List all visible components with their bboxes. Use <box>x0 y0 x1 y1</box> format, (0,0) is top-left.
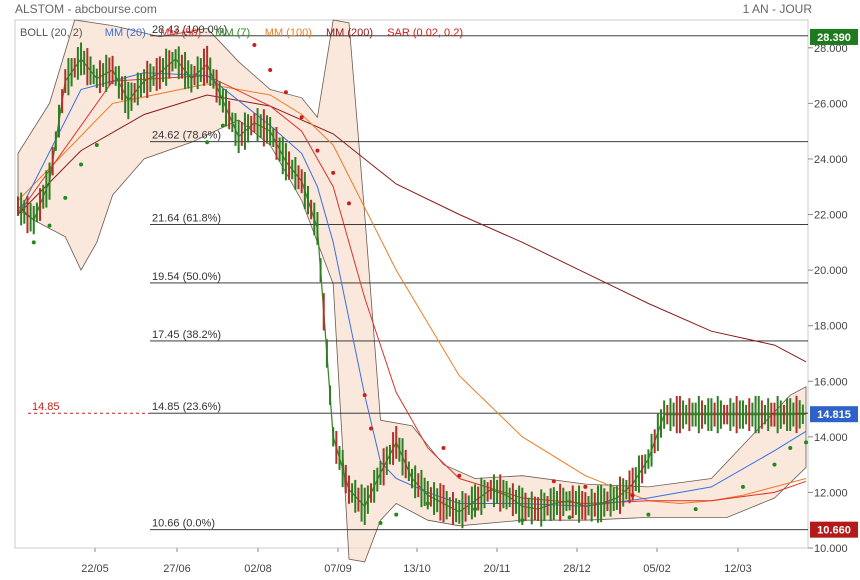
legend-item: MM (100) <box>265 27 312 39</box>
sar-dot <box>220 123 225 128</box>
y-tick-label: 22.000 <box>814 210 848 222</box>
y-tick-label: 28.000 <box>814 43 848 55</box>
value-badge <box>810 28 858 45</box>
sar-dot <box>441 445 446 450</box>
series-line-mm-50- <box>17 75 807 505</box>
sar-dot <box>299 115 304 120</box>
sar-dot <box>283 90 288 95</box>
sar-dot <box>268 68 273 73</box>
x-tick-label: 13/10 <box>403 563 431 575</box>
sar-dot <box>583 484 588 489</box>
chart-title: ALSTOM - abcbourse.com <box>15 2 157 16</box>
sar-dot <box>457 473 462 478</box>
sar-dot <box>205 140 210 145</box>
legend-item: SAR (0.02, 0.2) <box>387 27 463 39</box>
x-tick-label: 27/06 <box>163 563 191 575</box>
fib-label: 19.54 (50.0%) <box>152 271 221 283</box>
x-tick-label: 05/02 <box>643 563 671 575</box>
y-tick-label: 14.000 <box>814 432 848 444</box>
sar-dot <box>94 143 99 148</box>
value-badge-label: 14.815 <box>817 409 851 421</box>
sar-dot <box>646 512 651 517</box>
fib-label: 14.85 (23.6%) <box>152 401 221 413</box>
sar-dot <box>394 512 399 517</box>
plot-frame <box>14 19 809 549</box>
sar-dot <box>47 223 52 228</box>
sar-dot <box>567 515 572 520</box>
x-tick-label: 02/08 <box>244 563 272 575</box>
sar-dot <box>473 507 478 512</box>
legend-item: MM (50) <box>160 27 201 39</box>
x-tick-label: 28/12 <box>563 563 591 575</box>
sar-dot <box>331 170 336 175</box>
sar-dot <box>693 507 698 512</box>
y-tick-label: 24.000 <box>814 154 848 166</box>
y-tick-label: 26.000 <box>814 98 848 110</box>
sar-dot <box>63 195 68 200</box>
y-tick-label: 16.000 <box>814 376 848 388</box>
fib-label: 17.45 (38.2%) <box>152 329 221 341</box>
y-tick-label: 10.000 <box>814 543 848 555</box>
value-badge-label: 10.660 <box>817 525 851 537</box>
y-tick-label: 20.000 <box>814 265 848 277</box>
fib-label: 28.43 (100.0%) <box>152 24 227 36</box>
series-line-mm-100- <box>17 83 807 505</box>
legend-item: MM (20) <box>105 27 146 39</box>
legend-item: MM (200) <box>326 27 373 39</box>
sar-dot <box>369 426 374 431</box>
x-tick-label: 07/09 <box>324 563 352 575</box>
fib-label: 10.66 (0.0%) <box>152 518 215 530</box>
sar-dot <box>788 445 793 450</box>
value-badge <box>810 406 858 423</box>
sar-dot <box>772 462 777 467</box>
value-badge-label: 28.390 <box>817 32 851 44</box>
sar-dot <box>551 479 556 484</box>
y-tick-label: 18.000 <box>814 321 848 333</box>
sar-dot <box>378 520 383 525</box>
sar-dot <box>31 240 36 245</box>
fib-label: 21.64 (61.8%) <box>152 213 221 225</box>
x-tick-label: 20/11 <box>484 563 511 575</box>
sar-dot <box>252 43 257 48</box>
sar-dot <box>346 201 351 206</box>
sar-dot <box>804 440 808 445</box>
series-line-mm-200- <box>17 94 807 363</box>
sar-dot <box>79 162 84 167</box>
y-tick-label: 12.000 <box>814 487 848 499</box>
legend-item: BOLL (20, 2) <box>20 27 83 39</box>
sar-dot <box>315 148 320 153</box>
sar-dot <box>362 393 367 398</box>
ref-line-label: 14.85 <box>32 401 60 413</box>
x-tick-label: 22/05 <box>81 563 109 575</box>
sar-dot <box>630 493 635 498</box>
fib-label: 24.62 (78.6%) <box>152 130 221 142</box>
value-badge <box>810 521 858 538</box>
sar-dot <box>740 484 745 489</box>
x-tick-label: 12/03 <box>724 563 752 575</box>
legend-item: MM (7) <box>215 27 250 39</box>
sar-dot <box>520 518 525 523</box>
chart-period: 1 AN - JOUR <box>742 2 812 16</box>
sar-dot <box>425 501 430 506</box>
